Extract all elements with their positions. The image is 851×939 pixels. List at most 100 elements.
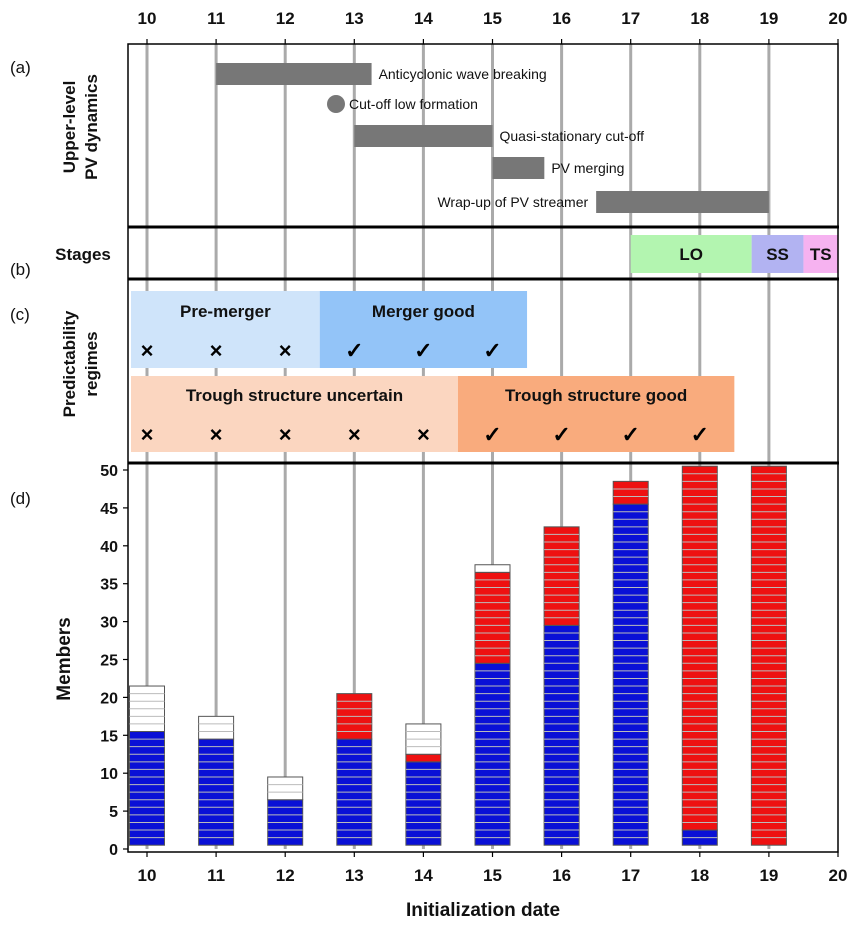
bar-17-s0 xyxy=(612,503,649,846)
ytick-label-40: 40 xyxy=(100,539,118,556)
ytick-label-10: 10 xyxy=(100,766,118,783)
xtick-bottom-label-18: 18 xyxy=(690,866,709,885)
event-bar-3 xyxy=(492,157,545,179)
xtick-bottom-label-14: 14 xyxy=(414,866,433,885)
regime-mark-0-2: × xyxy=(279,338,292,363)
xtick-bottom-label-11: 11 xyxy=(207,866,225,885)
panel-letter-a: (a) xyxy=(10,58,31,77)
regime-box-0-0 xyxy=(131,291,320,368)
stage-label-1: SS xyxy=(766,245,789,264)
ytick-label-20: 20 xyxy=(100,690,118,707)
xtick-top-label-19: 19 xyxy=(759,9,778,28)
regime-label-0-0: Pre-merger xyxy=(180,302,271,321)
panel-d-members-bars xyxy=(129,465,787,846)
xtick-bottom-label-16: 16 xyxy=(552,866,571,885)
xtick-top-label-12: 12 xyxy=(276,9,295,28)
xtick-top-label-16: 16 xyxy=(552,9,571,28)
regime-mark-1-1: × xyxy=(210,422,223,447)
regime-mark-0-0: × xyxy=(141,338,154,363)
panel-a-pv-dynamics: Anticyclonic wave breaking Cut-off low fo… xyxy=(216,63,769,213)
bar-17-s1 xyxy=(612,480,649,505)
ytick-label-30: 30 xyxy=(100,615,118,632)
regime-mark-1-4: × xyxy=(417,422,430,447)
regime-mark-1-7: ✓ xyxy=(621,422,639,447)
event-label-2: Quasi-stationary cut-off xyxy=(500,128,645,144)
regime-mark-0-4: ✓ xyxy=(414,338,432,363)
xtick-top-label-15: 15 xyxy=(483,9,502,28)
regime-mark-0-1: × xyxy=(210,338,223,363)
regime-mark-1-8: ✓ xyxy=(691,422,709,447)
panel-letter-c: (c) xyxy=(10,305,30,324)
xtick-bottom-label-13: 13 xyxy=(345,866,364,885)
axis-labels: 10 10 11 11 12 12 13 13 14 14 15 15 16 16 17 17 18 18 19 19… xyxy=(10,9,847,921)
regime-mark-1-0: × xyxy=(141,422,154,447)
ytick-label-50: 50 xyxy=(100,463,118,480)
bar-14-s1 xyxy=(405,753,442,763)
event-label-4: Wrap-up of PV streamer xyxy=(437,194,588,210)
panel-b-ylabel: Stages xyxy=(55,245,111,264)
regime-mark-1-6: ✓ xyxy=(552,422,570,447)
stage-box-2 xyxy=(803,235,838,273)
xtick-top-label-17: 17 xyxy=(621,9,640,28)
frame-and-separators xyxy=(123,39,839,857)
xtick-bottom-label-10: 10 xyxy=(138,866,157,885)
panel-c-predictability-regimes: Pre-merger Merger good× × × ✓ ✓ ✓Trough struct… xyxy=(131,291,735,452)
ytick-label-25: 25 xyxy=(100,653,118,670)
bar-16-s1 xyxy=(543,526,580,626)
xtick-bottom-label-19: 19 xyxy=(759,866,778,885)
event-bar-0 xyxy=(216,63,372,85)
ytick-label-45: 45 xyxy=(100,501,118,518)
event-label-3: PV merging xyxy=(551,160,624,176)
stage-label-0: LO xyxy=(679,245,703,264)
panel-c-ylabel-line1: Predictability xyxy=(60,310,79,417)
event-label-0: Anticyclonic wave breaking xyxy=(379,66,547,82)
xtick-top-label-18: 18 xyxy=(690,9,709,28)
regime-label-1-1: Trough structure good xyxy=(505,386,687,405)
xtick-top-label-10: 10 xyxy=(138,9,157,28)
xtick-top-label-13: 13 xyxy=(345,9,364,28)
regime-mark-0-5: ✓ xyxy=(483,338,501,363)
regime-box-0-1 xyxy=(319,291,528,368)
regime-mark-1-5: ✓ xyxy=(483,422,501,447)
panel-a-ylabel-line1: Upper-level xyxy=(60,81,79,174)
xtick-top-label-20: 20 xyxy=(829,9,848,28)
plot-frame xyxy=(127,43,839,853)
ytick-label-0: 0 xyxy=(109,842,118,859)
bar-10-s0 xyxy=(129,731,165,846)
panel-letter-b: (b) xyxy=(10,260,31,279)
stage-box-1 xyxy=(751,235,804,273)
regime-mark-1-3: × xyxy=(348,422,361,447)
ytick-label-5: 5 xyxy=(109,804,118,821)
regime-mark-1-2: × xyxy=(279,422,292,447)
regime-label-1-0: Trough structure uncertain xyxy=(186,386,403,405)
xtick-top-label-11: 11 xyxy=(207,9,225,28)
panel-d-ylabel: Members xyxy=(54,617,75,700)
regime-box-1-0 xyxy=(131,376,458,452)
regime-label-0-1: Merger good xyxy=(372,302,475,321)
xtick-bottom-label-17: 17 xyxy=(621,866,640,885)
ytick-label-35: 35 xyxy=(100,577,118,594)
bar-11-s2 xyxy=(198,715,235,740)
event-marker-1 xyxy=(327,95,345,113)
bar-12-s2 xyxy=(267,776,304,801)
xtick-bottom-label-12: 12 xyxy=(276,866,295,885)
x-axis-title: Initialization date xyxy=(406,900,560,921)
xtick-bottom-label-20: 20 xyxy=(829,866,848,885)
stage-label-2: TS xyxy=(810,245,832,264)
xtick-bottom-label-15: 15 xyxy=(483,866,502,885)
bar-14-s0 xyxy=(405,761,442,846)
bar-15-s2 xyxy=(474,564,511,573)
ytick-label-15: 15 xyxy=(100,728,118,745)
panel-b-stages: LO SS TS xyxy=(630,235,838,273)
bar-16-s0 xyxy=(543,624,580,846)
stage-box-0 xyxy=(630,235,752,273)
regime-mark-0-3: ✓ xyxy=(345,338,363,363)
xtick-top-label-14: 14 xyxy=(414,9,433,28)
event-label-1: Cut-off low formation xyxy=(349,96,478,112)
panel-c-ylabel-line2: regimes xyxy=(82,331,101,396)
event-bar-4 xyxy=(596,191,769,213)
regime-box-1-1 xyxy=(457,376,735,452)
event-bar-2 xyxy=(354,125,493,147)
panel-a-ylabel-line2: PV dynamics xyxy=(82,74,101,180)
